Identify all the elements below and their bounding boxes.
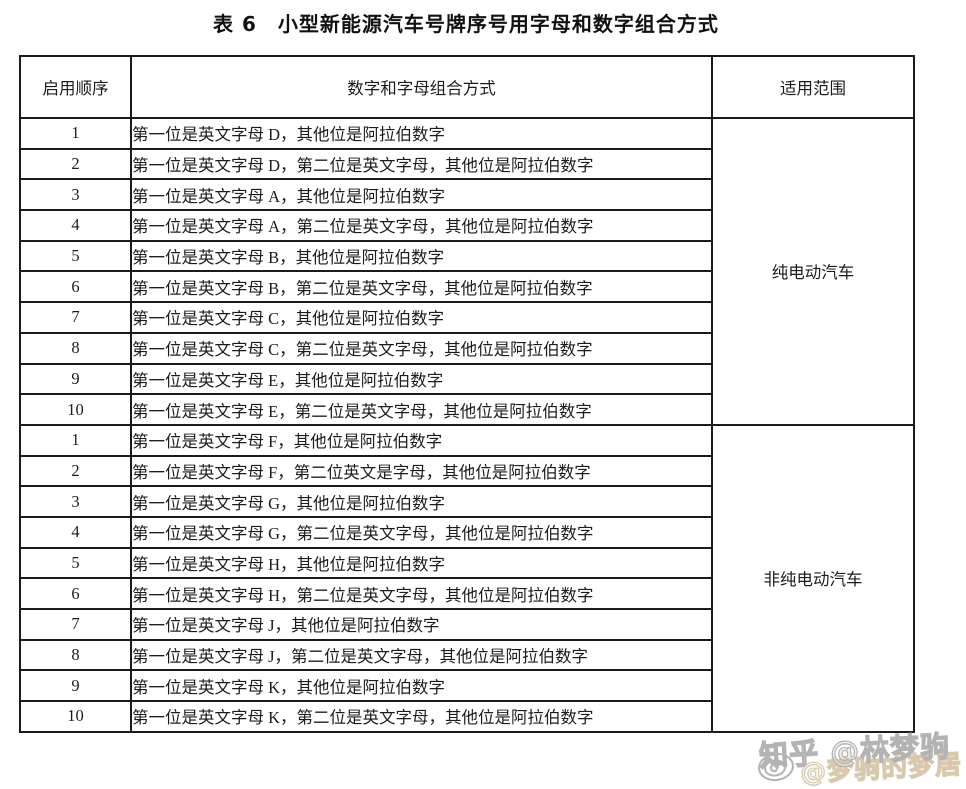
combination-value: 第一位是英文字母 C，其他位是阿拉伯数字 — [130, 301, 713, 334]
order-value: 8 — [19, 638, 132, 672]
combination-value: 第一位是英文字母 H，其他位是阿拉伯数字 — [130, 546, 713, 580]
scope-value-non-pure-electric: 非纯电动汽车 — [711, 423, 915, 733]
table-row: 8 第一位是英文字母 J，第二位是英文字母，其他位是阿拉伯数字 — [19, 638, 914, 672]
combination-value: 第一位是英文字母 A，第二位是英文字母，其他位是阿拉伯数字 — [130, 209, 713, 242]
combination-value: 第一位是英文字母 B，其他位是阿拉伯数字 — [130, 239, 713, 273]
header-row: 启用顺序 数字和字母组合方式 适用范围 — [19, 55, 915, 119]
table-row: 2 第一位是英文字母 D，第二位是英文字母，其他位是阿拉伯数字 — [19, 147, 914, 181]
page-title: 表 6 小型新能源汽车号牌序号用字母和数字组合方式 — [213, 12, 719, 36]
order-value: 3 — [19, 178, 132, 212]
combination-value: 第一位是英文字母 J，第二位是英文字母，其他位是阿拉伯数字 — [130, 638, 713, 672]
table-row: 5 第一位是英文字母 B，其他位是阿拉伯数字 — [19, 239, 914, 273]
watermark-swirl-icon — [758, 752, 794, 782]
order-value: 6 — [19, 270, 132, 304]
table-row: 4 第一位是英文字母 G，第二位是英文字母，其他位是阿拉伯数字 — [19, 515, 914, 549]
combination-value: 第一位是英文字母 G，第二位是英文字母，其他位是阿拉伯数字 — [130, 515, 713, 549]
table-row: 6 第一位是英文字母 B，第二位是英文字母，其他位是阿拉伯数字 — [19, 270, 914, 304]
order-value: 5 — [19, 546, 132, 580]
order-value: 1 — [19, 423, 132, 457]
combination-value: 第一位是英文字母 G，其他位是阿拉伯数字 — [130, 485, 713, 518]
combination-value: 第一位是英文字母 C，第二位是英文字母，其他位是阿拉伯数字 — [130, 331, 713, 365]
scope-value-pure-electric: 纯电动汽车 — [711, 117, 915, 426]
combination-value: 第一位是英文字母 K，第二位是英文字母，其他位是阿拉伯数字 — [130, 700, 713, 733]
order-value: 7 — [19, 301, 132, 334]
order-value: 6 — [19, 577, 132, 610]
table-row: 3 第一位是英文字母 G，其他位是阿拉伯数字 — [19, 485, 914, 518]
table-row: 2 第一位是英文字母 F，第二位英文是字母，其他位是阿拉伯数字 — [19, 454, 914, 488]
watermark-secondary-text: @梦驹的梦居 — [799, 749, 964, 789]
column-header-combination: 数字和字母组合方式 — [130, 55, 713, 119]
table-row: 7 第一位是英文字母 C，其他位是阿拉伯数字 — [19, 301, 914, 334]
combination-value: 第一位是英文字母 D，第二位是英文字母，其他位是阿拉伯数字 — [130, 147, 713, 181]
order-value: 2 — [19, 147, 132, 181]
combination-value: 第一位是英文字母 K，其他位是阿拉伯数字 — [130, 669, 713, 703]
table-row: 8 第一位是英文字母 C，第二位是英文字母，其他位是阿拉伯数字 — [19, 331, 914, 365]
table-row: 1 第一位是英文字母 D，其他位是阿拉伯数字 纯电动汽车 — [19, 117, 915, 426]
order-value: 2 — [19, 454, 132, 488]
order-value: 9 — [19, 362, 132, 396]
order-value: 1 — [19, 117, 132, 150]
plate-combination-table: 启用顺序 数字和字母组合方式 适用范围 1 第一位是英文字母 D，其他位是阿拉伯… — [19, 55, 915, 733]
table-row: 5 第一位是英文字母 H，其他位是阿拉伯数字 — [19, 546, 914, 580]
combination-value: 第一位是英文字母 E，其他位是阿拉伯数字 — [130, 362, 713, 396]
table-row: 3 第一位是英文字母 A，其他位是阿拉伯数字 — [19, 178, 914, 212]
combination-value: 第一位是英文字母 H，第二位是英文字母，其他位是阿拉伯数字 — [130, 577, 713, 610]
order-value: 9 — [19, 669, 132, 703]
order-value: 8 — [19, 331, 132, 365]
order-value: 4 — [19, 515, 132, 549]
table-row: 1 第一位是英文字母 F，其他位是阿拉伯数字 非纯电动汽车 — [19, 423, 915, 733]
column-header-order: 启用顺序 — [19, 55, 132, 119]
combination-value: 第一位是英文字母 F，其他位是阿拉伯数字 — [130, 423, 713, 457]
table-row: 9 第一位是英文字母 K，其他位是阿拉伯数字 — [19, 669, 914, 703]
combination-value: 第一位是英文字母 A，其他位是阿拉伯数字 — [130, 178, 713, 212]
table-row: 4 第一位是英文字母 A，第二位是英文字母，其他位是阿拉伯数字 — [19, 209, 914, 242]
combination-value: 第一位是英文字母 J，其他位是阿拉伯数字 — [130, 608, 713, 641]
table-row: 10 第一位是英文字母 K，第二位是英文字母，其他位是阿拉伯数字 — [19, 700, 914, 733]
combination-value: 第一位是英文字母 E，第二位是英文字母，其他位是阿拉伯数字 — [130, 393, 713, 426]
table-row: 10 第一位是英文字母 E，第二位是英文字母，其他位是阿拉伯数字 — [19, 393, 914, 426]
combination-value: 第一位是英文字母 F，第二位英文是字母，其他位是阿拉伯数字 — [130, 454, 713, 488]
column-header-scope: 适用范围 — [711, 55, 915, 119]
combination-value: 第一位是英文字母 D，其他位是阿拉伯数字 — [130, 117, 713, 150]
order-value: 3 — [19, 485, 132, 518]
table-row: 6 第一位是英文字母 H，第二位是英文字母，其他位是阿拉伯数字 — [19, 577, 914, 610]
order-value: 7 — [19, 608, 132, 641]
combination-value: 第一位是英文字母 B，第二位是英文字母，其他位是阿拉伯数字 — [130, 270, 713, 304]
order-value: 4 — [19, 209, 132, 242]
table-row: 9 第一位是英文字母 E，其他位是阿拉伯数字 — [19, 362, 914, 396]
order-value: 5 — [19, 239, 132, 273]
order-value: 10 — [19, 393, 132, 426]
table-row: 7 第一位是英文字母 J，其他位是阿拉伯数字 — [19, 608, 914, 641]
order-value: 10 — [19, 700, 132, 733]
